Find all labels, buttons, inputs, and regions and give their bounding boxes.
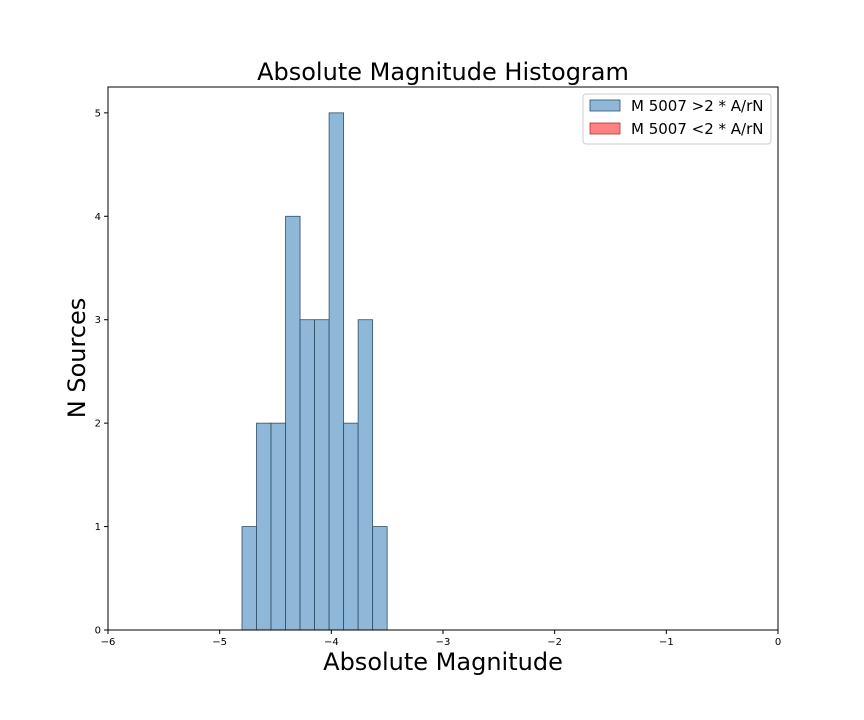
chart-title: Absolute Magnitude Histogram [257, 58, 629, 86]
legend-label-series-1: M 5007 >2 * A/rN [631, 97, 764, 115]
x-axis-label: Absolute Magnitude [323, 648, 563, 676]
x-tick-label: −3 [436, 637, 451, 648]
histogram-bar [285, 215, 301, 631]
histogram-bar [357, 319, 374, 631]
x-tick-label: −5 [212, 637, 227, 648]
y-ticks: 0 1 2 3 4 5 [95, 108, 108, 637]
y-tick-label: 5 [95, 108, 101, 119]
legend-swatch-series-1 [589, 99, 621, 112]
bars-group [241, 112, 388, 631]
x-tick-label: −4 [324, 637, 339, 648]
y-tick-label: 4 [95, 212, 101, 223]
legend: M 5007 >2 * A/rN M 5007 <2 * A/rN [582, 93, 772, 145]
y-tick-label: 2 [95, 419, 101, 430]
y-tick-label: 1 [95, 522, 101, 533]
x-tick-label: −1 [659, 637, 674, 648]
x-tick-label: 0 [775, 637, 781, 648]
legend-label-series-2: M 5007 <2 * A/rN [631, 120, 764, 138]
histogram-bar [328, 112, 345, 631]
legend-box [582, 93, 772, 145]
histogram-bar [343, 422, 359, 631]
y-axis-label: N Sources [63, 298, 91, 419]
histogram-bar [241, 526, 257, 631]
y-tick-label: 3 [95, 315, 101, 326]
x-ticks: −6 −5 −4 −3 −2 −1 0 [101, 630, 781, 648]
histogram-bar [314, 319, 330, 631]
x-tick-label: −6 [101, 637, 116, 648]
histogram-bar [299, 319, 315, 631]
histogram-bar [372, 526, 388, 631]
histogram-bar [270, 422, 286, 631]
x-tick-label: −2 [547, 637, 562, 648]
legend-swatch-series-2 [589, 122, 621, 135]
y-tick-label: 0 [95, 626, 101, 637]
histogram-bar [256, 422, 272, 631]
